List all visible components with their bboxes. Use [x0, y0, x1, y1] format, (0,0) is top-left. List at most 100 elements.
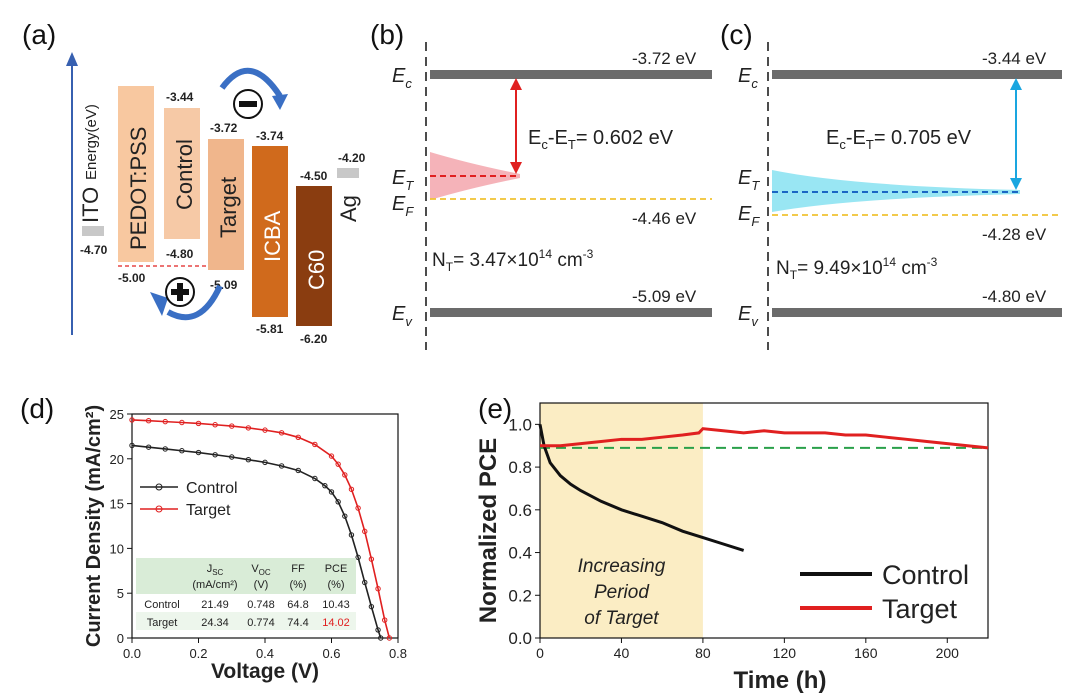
table-header-unit: (mA/cm²)	[192, 579, 237, 591]
increasing-period-label: of Target	[584, 608, 659, 629]
table-cell: 10.43	[322, 599, 350, 611]
data-point-control	[278, 463, 285, 469]
gap-arrow-bottom-c	[1010, 178, 1022, 190]
data-point-target	[386, 635, 393, 641]
plus-v-icon	[177, 283, 183, 301]
data-point-control	[129, 442, 135, 449]
ec-value-b: -3.72 eV	[632, 49, 697, 68]
legend-label-control: Control	[186, 480, 238, 497]
table-header: PCE	[325, 563, 348, 575]
target-label: Target	[216, 177, 241, 238]
data-point-target	[278, 430, 285, 436]
data-point-target	[229, 423, 235, 429]
data-point-target	[245, 425, 252, 431]
ev-symbol-c: Ev	[738, 303, 759, 329]
table-cell: 21.49	[201, 599, 229, 611]
data-point-control	[229, 454, 235, 460]
ev-band	[430, 308, 712, 317]
x-axis-title-e: Time (h)	[734, 667, 827, 694]
table-cell: Target	[147, 617, 178, 629]
data-point-target	[375, 586, 381, 592]
table-row-bg	[136, 612, 356, 630]
control-bottom-value: -4.80	[166, 247, 194, 261]
electron-transfer-arrowhead	[272, 94, 288, 110]
icba-top-value: -3.74	[256, 129, 284, 143]
y-tick-label-d: 15	[110, 497, 124, 512]
control-label: Control	[172, 139, 197, 210]
ag-label: Ag	[336, 195, 361, 222]
data-point-control	[342, 513, 348, 519]
control-bar	[164, 108, 200, 239]
x-tick-label-e: 0	[536, 645, 544, 661]
ev-value-c: -4.80 eV	[982, 287, 1047, 306]
series-line-target-e	[540, 427, 989, 450]
legend-marker-target	[155, 505, 163, 513]
icba-bottom-value: -5.81	[256, 322, 284, 336]
panel-label-a: (a)	[22, 19, 56, 50]
control-top-value: -3.44	[166, 90, 194, 104]
data-point-target	[195, 420, 202, 427]
table-cell: 0.774	[247, 617, 275, 629]
data-point-target	[129, 417, 135, 423]
panel-c: Ec ET EF Ev -3.44 eV -4.28 eV -4.80 eV E…	[738, 42, 1062, 350]
pedot-label: PEDOT:PSS	[126, 127, 151, 250]
data-point-control	[375, 627, 381, 633]
data-point-target	[335, 461, 341, 467]
gap-label-b: Ec-ET= 0.602 eV	[528, 127, 674, 152]
series-line-control-e	[538, 424, 745, 552]
plot-frame-e	[539, 402, 989, 639]
data-point-target	[328, 453, 335, 459]
data-point-control	[322, 482, 328, 489]
target-bar	[208, 139, 244, 270]
data-point-control	[295, 467, 301, 474]
table-cell: Control	[144, 599, 179, 611]
x-tick-label-e: 200	[936, 645, 960, 661]
data-point-target	[348, 486, 355, 492]
ef-value-c: -4.28 eV	[982, 225, 1047, 244]
ec-value-c: -3.44 eV	[982, 49, 1047, 68]
y-tick-label-e: 0.2	[508, 586, 532, 605]
y-tick-label-d: 10	[110, 541, 124, 556]
ec-symbol: Ec	[392, 65, 412, 91]
data-point-target	[262, 427, 268, 433]
x-tick-label-d: 0.4	[256, 646, 274, 661]
panel-a: Energy(eV) ITO -4.70 PEDOT:PSS -5.00 Con…	[66, 52, 366, 346]
ef-symbol-c: EF	[738, 203, 760, 229]
pedot-bar	[118, 86, 154, 262]
table-header: FF	[291, 563, 305, 575]
et-symbol: ET	[392, 167, 414, 193]
c60-top-value: -4.50	[300, 169, 328, 183]
panel-label-b: (b)	[370, 19, 404, 50]
table-cell: 24.34	[201, 617, 229, 629]
ito-bar	[82, 226, 104, 236]
panel-label-e: (e)	[478, 393, 512, 424]
legend-label-target-e: Target	[882, 594, 958, 624]
legend-label-target: Target	[186, 502, 231, 519]
y-tick-label-e: 1.0	[508, 415, 532, 434]
data-point-control	[328, 489, 335, 495]
energy-axis-label: Energy(eV)	[83, 104, 100, 180]
data-point-target	[382, 617, 388, 623]
data-point-control	[368, 603, 375, 610]
x-axis-title-d: Voltage (V)	[211, 660, 319, 683]
y-tick-label-d: 20	[110, 452, 124, 467]
ec-symbol-c: Ec	[738, 65, 758, 91]
data-point-target	[312, 441, 318, 448]
c60-label: C60	[304, 250, 329, 290]
ef-symbol: EF	[392, 193, 414, 219]
x-tick-label-d: 0.6	[322, 646, 340, 661]
data-point-target	[295, 434, 301, 440]
series-line-control	[131, 444, 382, 639]
ev-value-b: -5.09 eV	[632, 287, 697, 306]
data-point-control	[162, 446, 168, 452]
data-point-target	[212, 422, 218, 428]
data-point-control	[378, 635, 384, 641]
panel-b: Ec ET EF Ev -3.72 eV -4.46 eV -5.09 eV E…	[392, 42, 712, 350]
data-point-control	[312, 475, 318, 482]
table-cell: 74.4	[287, 617, 308, 629]
x-tick-label-d: 0.8	[389, 646, 407, 661]
ag-top-value: -4.20	[338, 151, 366, 165]
data-point-control	[179, 448, 185, 454]
ag-bar	[337, 168, 359, 178]
data-point-target	[368, 556, 375, 562]
